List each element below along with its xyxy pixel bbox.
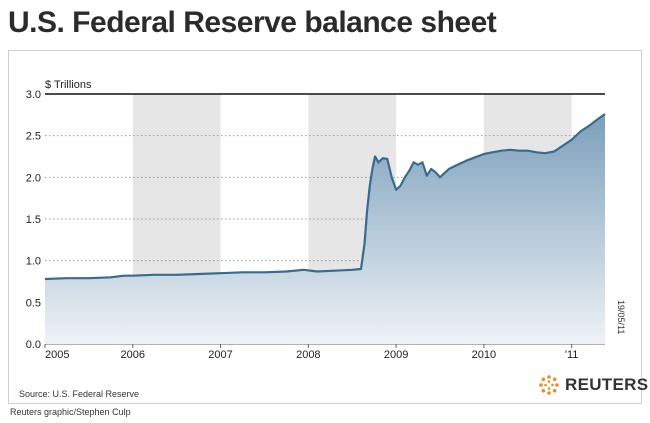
reuters-logo: REUTERS [538, 374, 648, 396]
brand-name: REUTERS [565, 375, 649, 394]
x-axis-ticks: 2005 2006 2007 2008 2009 2010 '11 [44, 344, 579, 361]
source-note: Source: U.S. Federal Reserve [19, 389, 140, 399]
y-tick-label-4: 2.0 [26, 172, 41, 184]
series-area [45, 114, 605, 344]
x-tick-label-5: 2010 [472, 349, 496, 361]
y-tick-label-1: 0.5 [26, 297, 41, 309]
y-tick-label-2: 1.0 [26, 256, 41, 268]
date-stamp: 19/05/11 [616, 300, 626, 335]
unit-label: $ Trillions [45, 79, 92, 91]
x-tick-label-3: 2008 [296, 349, 320, 361]
x-tick-label-4: 2009 [384, 349, 408, 361]
chart-title: U.S. Federal Reserve balance sheet [8, 6, 497, 39]
series-line [44, 113, 606, 281]
graphic-credit: Reuters graphic/Stephen Culp [10, 407, 131, 417]
y-tick-label-6: 3.0 [26, 89, 41, 101]
x-tick-label-6: '11 [565, 349, 579, 361]
reuters-dots-icon [539, 375, 559, 395]
y-tick-label-0: 0.0 [26, 339, 41, 351]
y-axis-ticks: 0.0 0.5 1.0 1.5 2.0 2.5 3.0 [26, 89, 41, 351]
y-tick-label-3: 1.5 [26, 214, 41, 226]
x-tick-label-1: 2006 [121, 349, 145, 361]
x-tick-label-0: 2005 [45, 349, 69, 361]
x-tick-label-2: 2007 [208, 349, 232, 361]
y-tick-label-5: 2.5 [26, 131, 41, 143]
